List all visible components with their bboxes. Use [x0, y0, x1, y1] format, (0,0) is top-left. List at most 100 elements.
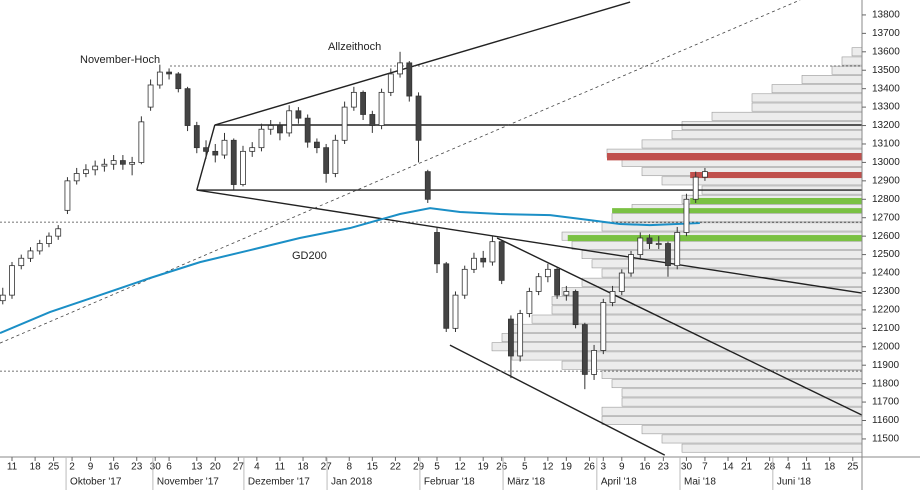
volume-profile-bar	[801, 75, 863, 84]
volume-profile-bar	[771, 84, 863, 94]
candle-body	[92, 165, 99, 171]
volume-profile-bar	[621, 397, 863, 407]
zone	[612, 208, 862, 214]
y-tick-label: 12200	[872, 305, 900, 316]
candle-body	[683, 198, 690, 233]
x-tick-label: 27	[321, 462, 333, 473]
x-tick-label: 30	[150, 462, 162, 473]
candle-body	[240, 150, 246, 185]
volume-profile-bar	[661, 434, 863, 444]
volume-profile-bar	[641, 425, 863, 435]
y-tick-label: 12100	[872, 323, 900, 334]
candle-body	[646, 237, 653, 244]
y-tick-label: 12400	[872, 268, 900, 279]
month-label: Dezember '17	[248, 477, 310, 488]
candle-body	[618, 272, 625, 292]
candle-body	[175, 73, 182, 90]
candle-body	[83, 169, 89, 174]
trendline	[449, 344, 666, 456]
y-tick-label: 12500	[872, 249, 900, 260]
candle-body	[508, 318, 514, 357]
candle-body	[480, 257, 487, 263]
y-tick-label: 13400	[872, 83, 900, 94]
volume-profile-bar	[581, 250, 863, 259]
x-tick-label: 22	[390, 462, 402, 473]
y-tick-label: 11900	[872, 360, 900, 371]
x-tick-label: 18	[30, 462, 42, 473]
month-label: Februar '18	[424, 477, 475, 488]
candle-body	[397, 62, 403, 75]
x-tick-label: 15	[367, 462, 379, 473]
candle-body	[258, 128, 265, 149]
y-tick-label: 12900	[872, 175, 900, 186]
candle-body	[147, 84, 154, 108]
candle-body	[581, 324, 588, 375]
ma-line	[0, 207, 700, 335]
month-label: Jan 2018	[331, 477, 373, 488]
y-tick-label: 13800	[872, 10, 900, 21]
annotation: November-Hoch	[80, 54, 160, 66]
x-tick-label: 7	[702, 462, 708, 473]
candle-body	[378, 91, 385, 126]
x-tick-label: 11	[275, 462, 286, 473]
zone	[690, 171, 862, 179]
x-tick-label: 3	[601, 462, 607, 473]
candle-body	[692, 176, 699, 200]
zone	[690, 197, 862, 205]
x-tick-label: 9	[619, 462, 625, 473]
x-tick-label: 26	[496, 462, 508, 473]
x-tick-label: 11	[801, 462, 812, 473]
y-tick-label: 11800	[872, 378, 900, 389]
volume-profile-bar	[681, 443, 863, 453]
candle-body	[230, 139, 237, 185]
x-tick-label: 9	[88, 462, 94, 473]
x-tick-label: 21	[741, 462, 753, 473]
volume-profile-bar	[641, 139, 863, 149]
volume-profile-bar	[531, 314, 863, 324]
y-tick-label: 13000	[872, 157, 900, 168]
candle-body	[563, 291, 570, 296]
month-label: März '18	[507, 477, 545, 488]
candle-body	[73, 173, 80, 182]
candle-body	[434, 232, 440, 265]
y-tick-label: 12300	[872, 286, 900, 297]
month-label: November '17	[157, 477, 219, 488]
candle-body	[203, 147, 209, 152]
trendline	[0, 0, 801, 344]
trendline	[214, 1, 631, 126]
candle-body	[489, 241, 496, 263]
candle-body	[406, 62, 413, 97]
candle-body	[101, 163, 108, 167]
candle-body	[424, 171, 431, 200]
candle-body	[304, 117, 311, 143]
x-tick-label: 19	[478, 462, 490, 473]
zone	[607, 153, 862, 161]
trendline	[496, 237, 863, 416]
candle-body	[267, 125, 274, 130]
x-tick-label: 4	[254, 462, 260, 473]
candle-body	[544, 268, 551, 278]
volume-profile-bar	[671, 130, 863, 140]
x-tick-label: 14	[722, 462, 734, 473]
volume-profile-bar	[571, 240, 863, 250]
candle-body	[517, 313, 524, 357]
candle-body	[498, 241, 505, 281]
volume-profile-bar	[511, 323, 863, 333]
y-tick-label: 12000	[872, 341, 900, 352]
volume-profile-bar	[561, 360, 863, 370]
x-tick-label: 12	[455, 462, 467, 473]
y-tick-label: 12700	[872, 212, 900, 223]
volume-profile-bar	[601, 416, 863, 425]
x-tick-label: 5	[522, 462, 528, 473]
candle-body	[129, 162, 136, 165]
candle-body	[600, 302, 607, 351]
candle-body	[138, 121, 145, 163]
y-tick-label: 13700	[872, 28, 900, 39]
candle-body	[443, 263, 450, 329]
candle-body	[674, 232, 681, 267]
candle-body	[535, 276, 542, 292]
candle-body	[655, 243, 662, 245]
volume-profile-bar	[611, 379, 863, 389]
candle-body	[332, 139, 339, 174]
candle-body	[526, 291, 533, 314]
